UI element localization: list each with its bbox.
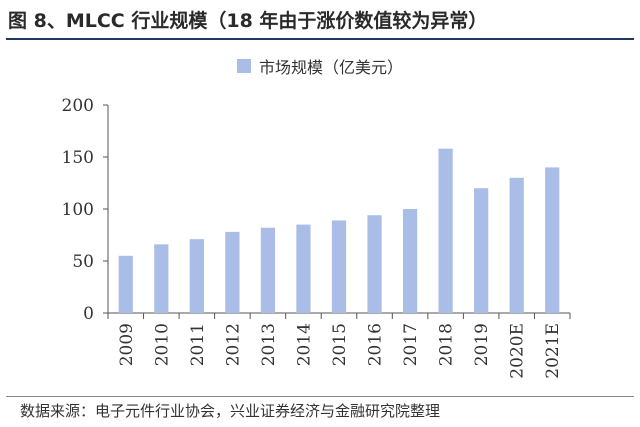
bar: [118, 255, 133, 313]
x-tick-label: 2021E: [543, 323, 563, 379]
x-tick-label: 2015: [330, 323, 350, 366]
x-tick-label: 2011: [188, 323, 208, 366]
y-tick-label: 0: [83, 304, 94, 324]
source-divider: [6, 396, 634, 397]
legend-swatch: [236, 59, 251, 73]
x-tick-label: 2016: [366, 323, 386, 366]
y-tick-label: 50: [72, 252, 94, 272]
bar: [402, 209, 418, 313]
legend-label: 市场规模（亿美元）: [258, 58, 403, 77]
bar: [189, 239, 204, 313]
x-tick-label: 2010: [152, 323, 172, 366]
bar: [545, 167, 560, 313]
bar: [509, 177, 524, 313]
bar: [474, 188, 489, 313]
x-tick-label: 2013: [259, 323, 279, 366]
x-tick-label: 2014: [294, 323, 314, 366]
bar: [225, 231, 240, 313]
x-tick-label: 2012: [223, 323, 243, 366]
bar: [367, 215, 382, 313]
y-tick-label: 150: [62, 148, 94, 168]
bar: [438, 148, 453, 313]
bar: [331, 220, 347, 313]
bar: [154, 244, 169, 313]
x-tick-label: 2019: [472, 323, 492, 366]
legend: 市场规模（亿美元）: [0, 56, 640, 77]
x-tick-label: 2020E: [508, 323, 528, 379]
x-tick-label: 2009: [117, 323, 137, 366]
title-divider: [6, 38, 634, 40]
bar: [260, 227, 276, 313]
x-tick-label: 2017: [401, 323, 421, 366]
x-tick-label: 2018: [437, 323, 457, 366]
y-tick-label: 100: [62, 200, 94, 220]
source-note: 数据来源：电子元件行业协会，兴业证券经济与金融研究院整理: [20, 402, 441, 420]
y-tick-label: 200: [62, 96, 94, 116]
bar: [296, 224, 311, 313]
chart-title: 图 8、MLCC 行业规模（18 年由于涨价数值较为异常）: [8, 10, 488, 32]
